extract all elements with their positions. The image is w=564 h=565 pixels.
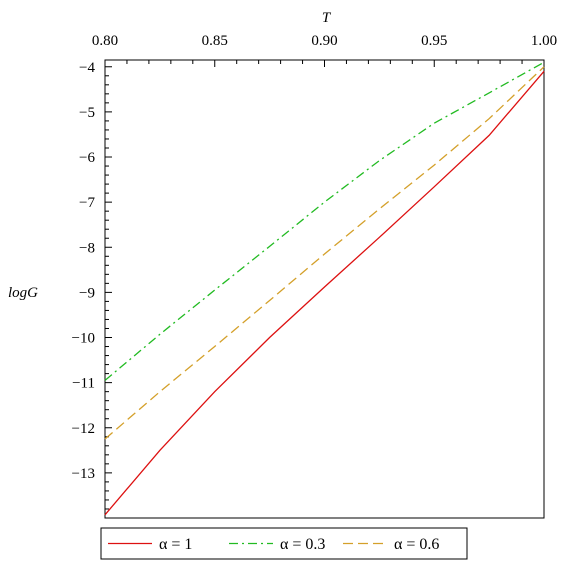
x-tick-label: 0.80 xyxy=(92,33,118,49)
y-tick-label: −6 xyxy=(79,150,95,166)
y-axis-title: logG xyxy=(8,285,38,301)
legend-label-2: α = 0.3 xyxy=(280,536,325,553)
series-lines xyxy=(104,61,545,516)
x-tick-label: 0.95 xyxy=(421,33,447,49)
y-tick-label: −11 xyxy=(72,376,95,392)
axis-tick-labels: 0.80 0.85 0.90 0.95 1.00 −4 −5 −6 −7 −8 −9 −10 −11 −1… xyxy=(72,33,558,482)
y-tick-label: −9 xyxy=(79,285,95,301)
series-line-2 xyxy=(104,61,545,381)
y-tick-label: −13 xyxy=(72,466,95,482)
legend-label-1: α = 1 xyxy=(159,536,192,553)
x-tick-label: 0.90 xyxy=(311,33,337,49)
y-tick-label: −7 xyxy=(79,195,95,211)
y-tick-label: −12 xyxy=(72,421,95,437)
y-tick-label: −5 xyxy=(79,105,95,121)
series-line-3 xyxy=(104,66,545,440)
x-tick-label: 0.85 xyxy=(202,33,228,49)
y-tick-label: −4 xyxy=(79,60,95,76)
y-tick-label: −10 xyxy=(72,331,95,347)
legend-box xyxy=(100,527,468,560)
x-axis-title: T xyxy=(322,10,332,26)
y-tick-label: −8 xyxy=(79,240,95,256)
legend-label-3: α = 0.6 xyxy=(394,536,439,553)
series-line-1 xyxy=(104,70,545,516)
x-tick-label: 1.00 xyxy=(531,33,557,49)
axis-ticks xyxy=(104,60,545,510)
legend: α = 1 α = 0.3 α = 0.6 xyxy=(100,527,468,560)
